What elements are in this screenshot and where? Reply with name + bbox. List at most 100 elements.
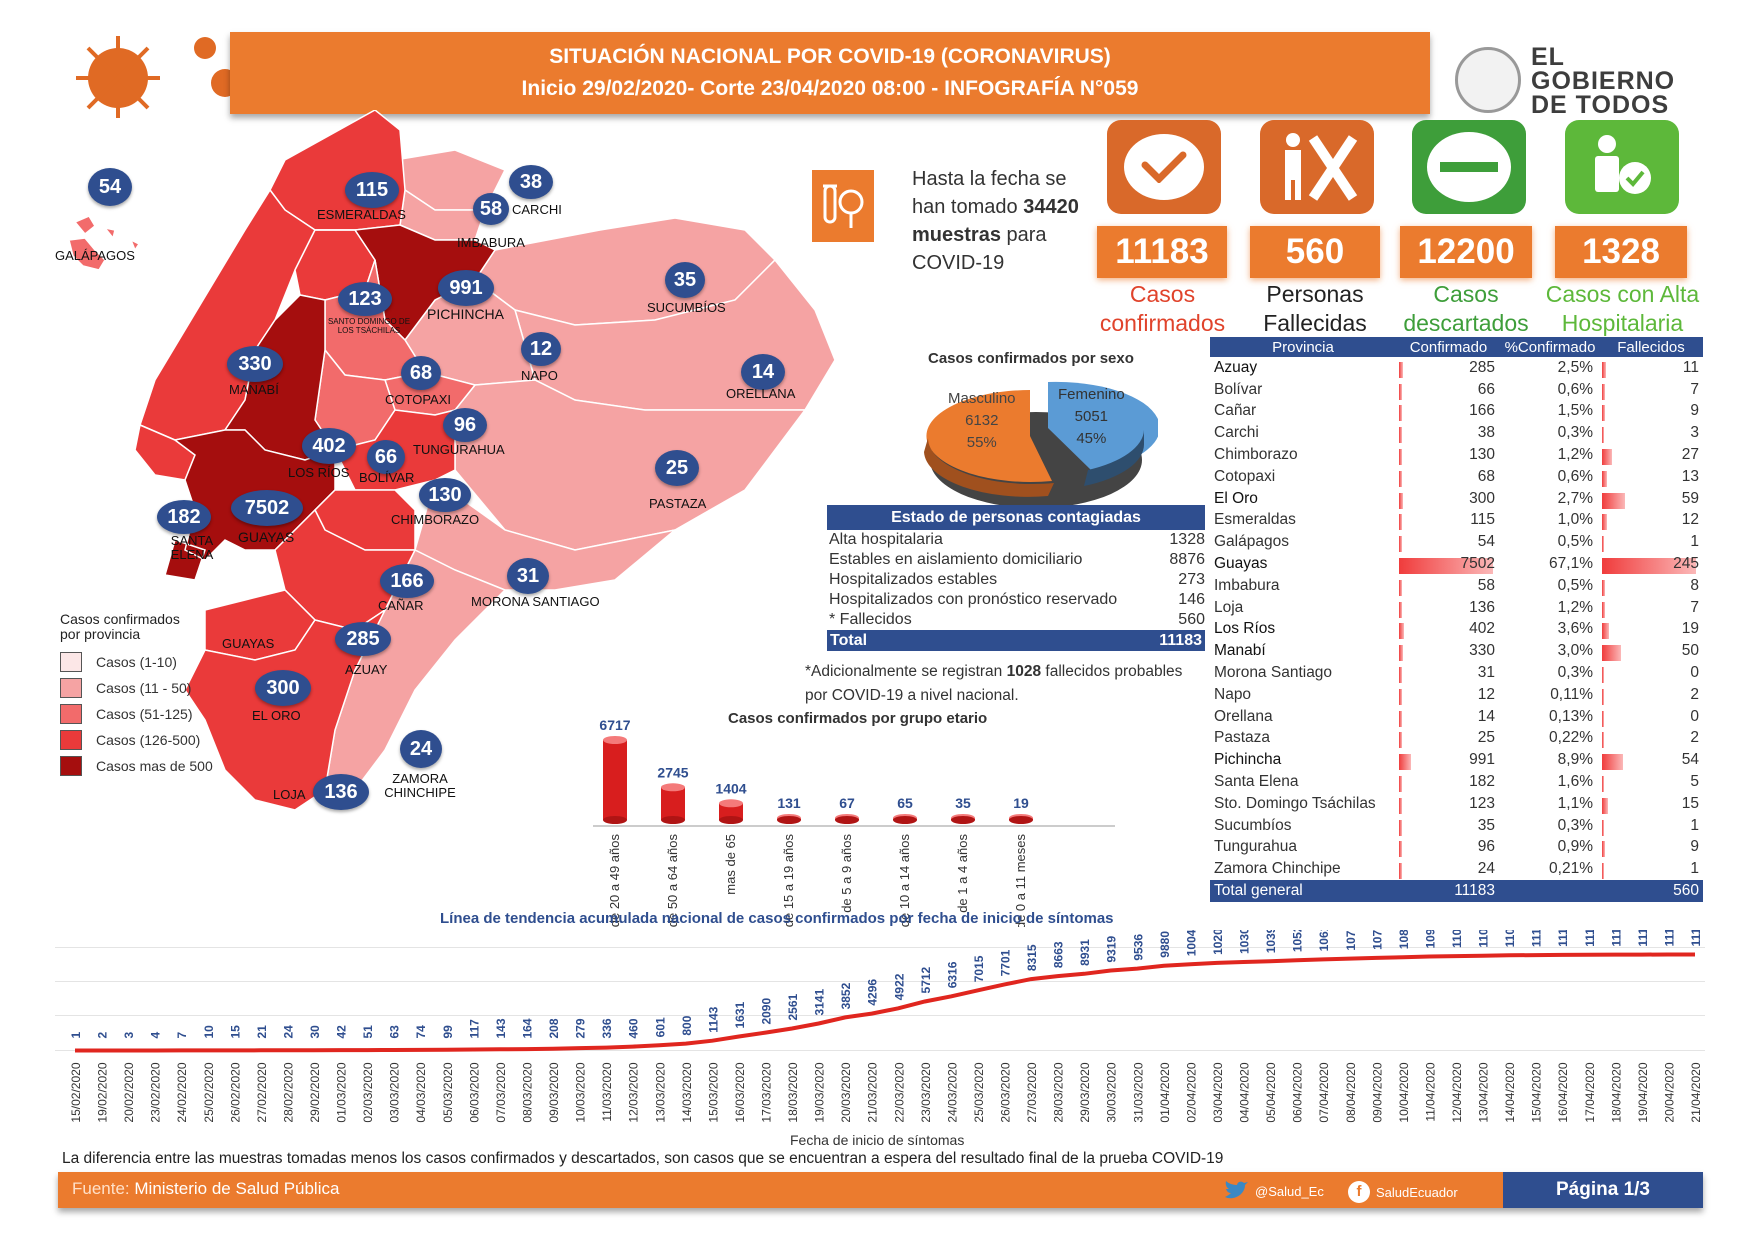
trend-point-label: 2561 <box>786 993 800 1020</box>
cell-percent: 2,5% <box>1557 358 1593 376</box>
trend-point-label: 10614 <box>1317 930 1331 951</box>
map-bubble-bolivar: 66 <box>367 440 405 474</box>
bar-confirmed <box>1399 449 1402 466</box>
trend-point-label: 10949 <box>1423 930 1437 949</box>
pie-slice-femenino <box>1048 381 1160 471</box>
trend-x-tick-label: 16/03/2020 <box>733 1062 747 1122</box>
bar-deceased <box>1602 492 1625 509</box>
bar-deceased <box>1602 863 1604 880</box>
trend-x-tick-label: 23/02/2020 <box>149 1062 163 1122</box>
table-row: Cañar 166 1,5% 9 <box>1210 401 1703 423</box>
bar-deceased <box>1602 710 1604 727</box>
cell-province: Galápagos <box>1214 533 1289 551</box>
pie-label-femenino: Femenino 5051 45% <box>1058 386 1125 447</box>
trend-x-tick-label: 01/04/2020 <box>1158 1062 1172 1122</box>
bar-confirmed <box>1399 361 1403 378</box>
trend-point-label: 74 <box>414 1025 428 1039</box>
map-bubble-tungurahua: 96 <box>443 408 487 442</box>
cell-percent: 1,1% <box>1557 794 1593 812</box>
map-label-canar: CAÑAR <box>378 598 424 613</box>
cell-deceased: 2 <box>1690 685 1699 703</box>
trend-x-tick-label: 26/03/2020 <box>999 1062 1013 1122</box>
cell-deceased: 2 <box>1690 729 1699 747</box>
cell-province: Imbabura <box>1214 576 1280 594</box>
cell-percent: 1,6% <box>1557 773 1593 791</box>
kpi-icon-discarded <box>1412 120 1526 214</box>
status-table: Estado de personas contagiadas Alta hosp… <box>827 505 1205 651</box>
trend-point-label: 63 <box>388 1025 402 1039</box>
bar-confirmed <box>1399 754 1412 771</box>
footnote: La diferencia entre las muestras tomadas… <box>62 1150 1224 1167</box>
bar-deceased <box>1602 645 1622 662</box>
footer-source: Fuente: Ministerio de Salud Pública <box>72 1179 340 1198</box>
province-shape-pastaza <box>454 379 807 551</box>
age-bar-base <box>719 816 743 824</box>
trend-x-tick-label: 04/04/2020 <box>1238 1062 1252 1122</box>
trend-point-label: 4296 <box>866 979 880 1006</box>
trend-point-label: 2090 <box>759 998 773 1025</box>
trend-x-tick-label: 26/02/2020 <box>228 1062 242 1122</box>
trend-chart-title: Línea de tendencia acumulada nacional de… <box>440 910 1114 927</box>
cell-deceased: 9 <box>1690 402 1699 420</box>
bar-confirmed <box>1399 863 1402 880</box>
cell-confirmed: 68 <box>1477 467 1495 485</box>
cell-deceased: 27 <box>1681 446 1699 464</box>
bar-confirmed <box>1399 776 1402 793</box>
person-x-icon <box>1285 133 1358 201</box>
cell-percent: 67,1% <box>1549 555 1593 573</box>
map-label-santa-elena: SANTA ELENA <box>170 533 214 562</box>
age-bar-value: 67 <box>839 795 855 811</box>
trend-x-tick-label: 07/04/2020 <box>1317 1062 1331 1122</box>
bar-confirmed <box>1399 492 1403 509</box>
bar-confirmed <box>1399 383 1402 400</box>
cell-percent: 0,11% <box>1550 685 1593 703</box>
cell-province: Pichincha <box>1214 751 1282 769</box>
map-label-loja: LOJA <box>273 787 306 802</box>
trend-point-label: 24 <box>281 1025 295 1039</box>
kpi-label-discharged: Casos con Alta Hospitalaria <box>1545 281 1700 336</box>
header-banner: SITUACIÓN NACIONAL POR COVID-19 (CORONAV… <box>230 32 1430 114</box>
twitter-link[interactable]: @Salud_Ec <box>1223 1181 1324 1201</box>
trend-x-tick-label: 19/02/2020 <box>96 1062 110 1122</box>
cell-percent: 3,6% <box>1557 620 1593 638</box>
trend-point-label: 117 <box>467 1019 481 1039</box>
bar-deceased <box>1602 383 1605 400</box>
cell-confirmed: 115 <box>1470 511 1495 529</box>
trend-x-tick-label: 15/02/2020 <box>69 1062 83 1122</box>
table-row: Manabí 330 3,0% 50 <box>1210 640 1703 662</box>
cell-province: Morona Santiago <box>1214 664 1333 682</box>
trend-point-label: 9319 <box>1105 935 1119 962</box>
age-category-label: de 15 a 19 años <box>781 834 796 927</box>
cell-province: Cañar <box>1214 402 1257 420</box>
trend-point-label: 4922 <box>892 973 906 1000</box>
bar-confirmed <box>1399 667 1402 684</box>
header-title: SITUACIÓN NACIONAL POR COVID-19 (CORONAV… <box>549 45 1111 68</box>
cell-province: El Oro <box>1214 489 1258 507</box>
bar-deceased <box>1602 754 1623 771</box>
cell-province: Esmeraldas <box>1214 511 1296 529</box>
map-label-orellana: ORELLANA <box>726 386 796 401</box>
cell-deceased: 54 <box>1681 751 1699 769</box>
trend-point-label: 21 <box>255 1025 269 1039</box>
cell-confirmed: 136 <box>1469 598 1495 616</box>
age-bar-value: 2745 <box>657 764 688 780</box>
trend-x-tick-label: 11/04/2020 <box>1423 1062 1437 1121</box>
table-row: Azuay 285 2,5% 11 <box>1210 357 1703 379</box>
trend-point-label: 1143 <box>706 1006 720 1032</box>
bar-deceased <box>1602 536 1604 553</box>
cell-percent: 0,13% <box>1549 707 1593 725</box>
cell-percent: 1,2% <box>1557 446 1593 464</box>
map-label-pastaza: PASTAZA <box>649 496 707 511</box>
map-label-tungurahua: TUNGURAHUA <box>413 442 505 457</box>
government-logo: EL GOBIERNO DE TODOS <box>1455 45 1685 120</box>
cell-confirmed: 991 <box>1469 751 1495 769</box>
map-label-esmeraldas: ESMERALDAS <box>317 207 406 222</box>
cell-province: Cotopaxi <box>1214 467 1276 485</box>
trend-x-tick-label: 21/04/2020 <box>1689 1062 1703 1122</box>
cell-province: Azuay <box>1214 358 1258 376</box>
virus-decoration <box>60 28 262 120</box>
facebook-link[interactable]: f SaludEcuador <box>1348 1181 1458 1203</box>
cell-deceased: 0 <box>1690 664 1699 682</box>
age-bar-top <box>603 736 627 744</box>
cell-confirmed: 14 <box>1477 707 1495 725</box>
